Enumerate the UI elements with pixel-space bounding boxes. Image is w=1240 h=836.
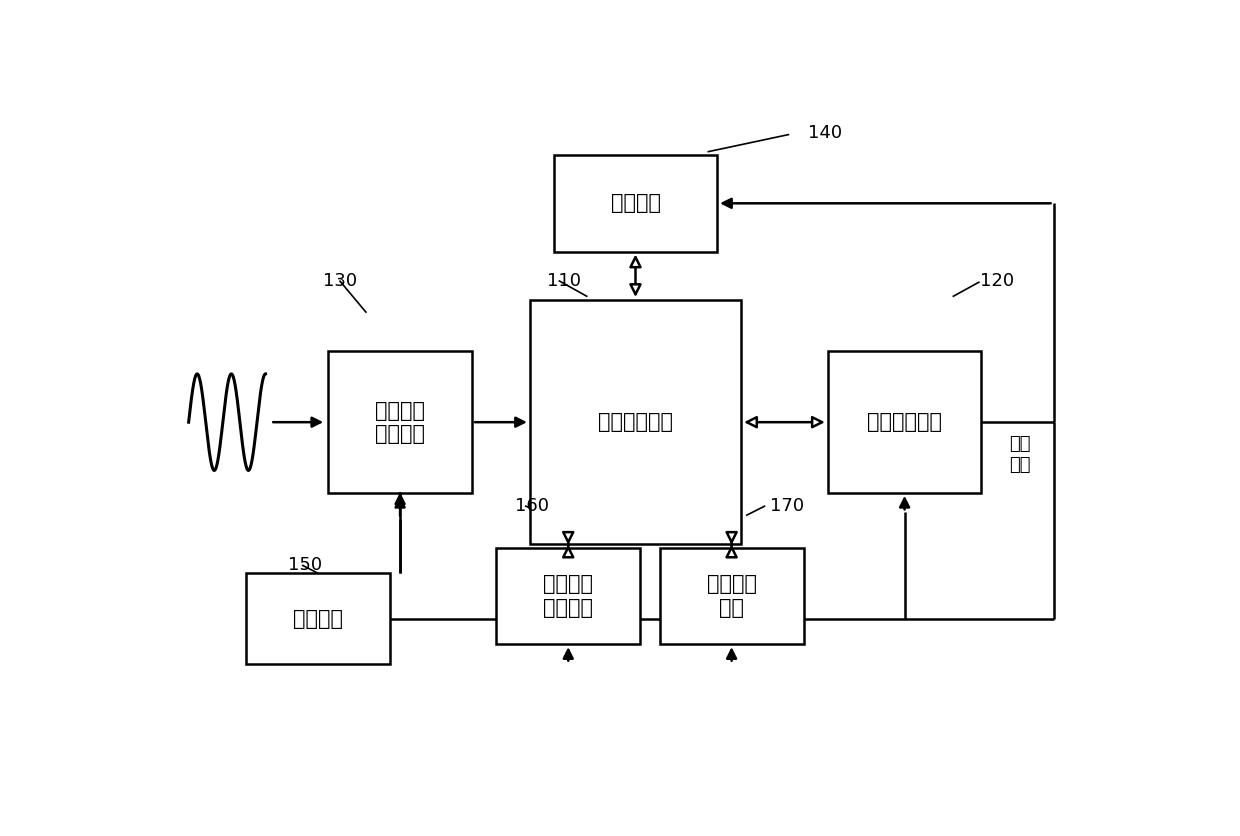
- Text: 主处理器模块: 主处理器模块: [598, 412, 673, 432]
- Bar: [327, 351, 472, 493]
- Text: 130: 130: [324, 272, 357, 289]
- Text: 通信模块: 通信模块: [610, 193, 661, 213]
- Bar: [554, 155, 717, 252]
- Text: 从处理器模块: 从处理器模块: [867, 412, 942, 432]
- Text: 140: 140: [808, 124, 843, 141]
- Text: 电源
使能: 电源 使能: [1009, 435, 1030, 474]
- Text: 110: 110: [547, 272, 582, 289]
- Bar: [660, 548, 804, 645]
- Text: 回波信号
采集模块: 回波信号 采集模块: [374, 400, 425, 444]
- Text: 150: 150: [288, 556, 321, 574]
- Text: 160: 160: [516, 497, 549, 515]
- Text: 数据存储
模块: 数据存储 模块: [707, 574, 756, 618]
- Text: 电源模块: 电源模块: [294, 609, 343, 629]
- Bar: [828, 351, 982, 493]
- Text: 170: 170: [770, 497, 805, 515]
- Text: 120: 120: [980, 272, 1013, 289]
- Bar: [529, 300, 742, 544]
- Bar: [496, 548, 640, 645]
- Text: 控制信号
输出模块: 控制信号 输出模块: [543, 574, 593, 618]
- Bar: [247, 573, 391, 664]
